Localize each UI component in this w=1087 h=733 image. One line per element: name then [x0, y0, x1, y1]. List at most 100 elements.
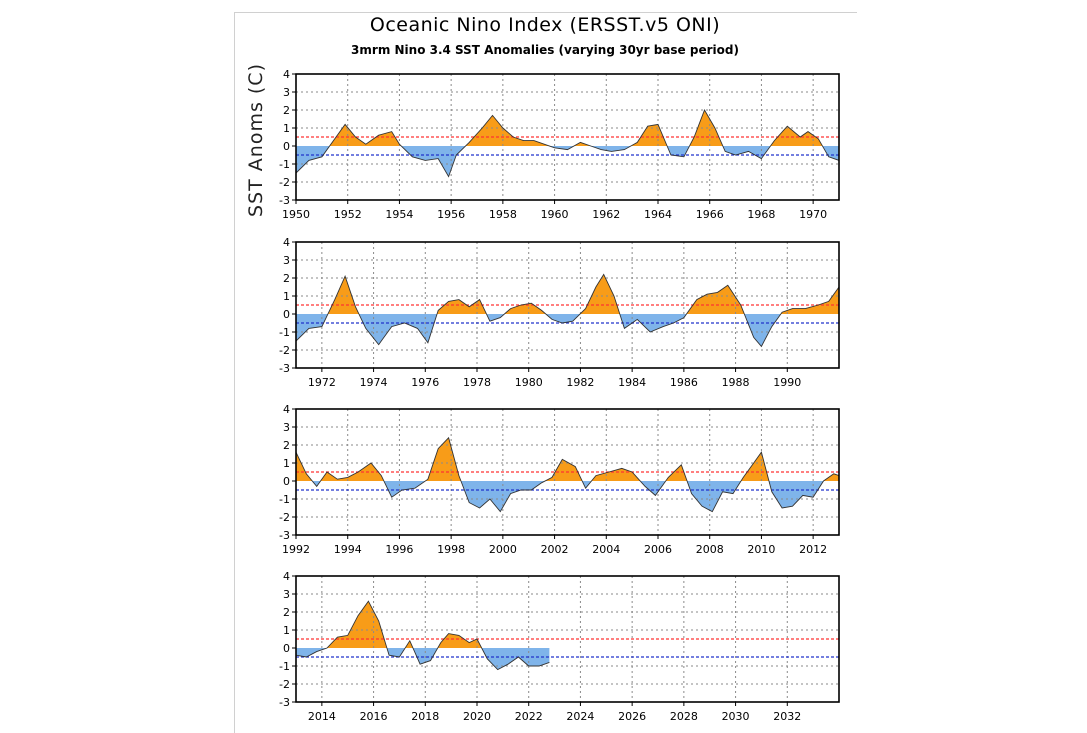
y-tick-label: -2: [279, 176, 290, 189]
y-tick-label: -3: [279, 362, 290, 375]
panel-2013-2034: 4 3 2 1 0 -1 -2 -3 2014 2016 2018 2020 2022 2024 2026 2…: [279, 570, 840, 723]
x-tick-label: 1998: [437, 543, 465, 556]
x-tick-label: 1960: [541, 208, 569, 221]
x-tick-label: 2016: [360, 710, 388, 723]
y-tick-label: 1: [283, 624, 290, 637]
y-tick-label: 2: [283, 606, 290, 619]
x-tick-label: 2020: [463, 710, 491, 723]
x-tick-label: 1976: [411, 376, 439, 389]
x-tick-label: 2022: [515, 710, 543, 723]
y-tick-label: 4: [283, 403, 290, 416]
x-tick-label: 1994: [334, 543, 362, 556]
y-tick-label: 1: [283, 457, 290, 470]
y-tick-label: -2: [279, 344, 290, 357]
warm-anomaly-area: [296, 601, 550, 648]
oni-series-line: [296, 436, 839, 513]
grid: [296, 576, 839, 702]
x-tick-label: 1990: [773, 376, 801, 389]
x-tick-label: 1968: [747, 208, 775, 221]
x-tick-label: 2012: [799, 543, 827, 556]
y-tick-label: 3: [283, 588, 290, 601]
y-tick-label: 0: [283, 308, 290, 321]
x-tick-label: 1954: [385, 208, 413, 221]
y-tick-label: 2: [283, 272, 290, 285]
y-tick-label: 4: [283, 236, 290, 249]
y-tick-label: -3: [279, 194, 290, 207]
x-tick-label: 2028: [670, 710, 698, 723]
x-tick-label: 2006: [644, 543, 672, 556]
x-tick-label: 1996: [385, 543, 413, 556]
oni-series-line: [296, 273, 839, 348]
cool-anomaly-area: [296, 648, 550, 670]
x-tick-label: 2008: [696, 543, 724, 556]
x-tick-label: 2000: [489, 543, 517, 556]
x-tick-label: 1986: [670, 376, 698, 389]
warm-anomaly-area: [296, 110, 839, 146]
cool-anomaly-area: [296, 314, 839, 347]
cool-anomaly-area: [296, 146, 839, 177]
grid: [296, 74, 839, 200]
x-tick-label: 1992: [282, 543, 310, 556]
y-tick-label: 1: [283, 290, 290, 303]
x-tick-label: 1988: [722, 376, 750, 389]
y-tick-label: 3: [283, 86, 290, 99]
chart-title: Oceanic Nino Index (ERSST.v5 ONI): [369, 14, 721, 36]
x-tick-label: 2018: [411, 710, 439, 723]
warm-anomaly-area: [296, 274, 839, 314]
y-axis-label: SST Anoms (C): [245, 63, 267, 217]
grid: [296, 242, 839, 368]
y-tick-label: -3: [279, 696, 290, 709]
oni-series-line: [296, 108, 839, 178]
x-tick-label: 1980: [515, 376, 543, 389]
x-tick-label: 1952: [334, 208, 362, 221]
y-tick-label: 2: [283, 439, 290, 452]
plot-frame: [295, 408, 840, 536]
x-tick-label: 1950: [282, 208, 310, 221]
x-tick-label: 2024: [566, 710, 594, 723]
y-tick-label: -3: [279, 529, 290, 542]
y-tick-label: 2: [283, 104, 290, 117]
x-tick-label: 1972: [308, 376, 336, 389]
grid: [296, 409, 839, 535]
y-tick-label: 1: [283, 122, 290, 135]
x-tick-label: 2032: [773, 710, 801, 723]
y-tick-label: -2: [279, 678, 290, 691]
panel-1971-1992: 4 3 2 1 0 -1 -2 -3 1972 1974 1976 1978 1980 1982 1984 1…: [279, 236, 840, 389]
y-tick-label: 3: [283, 421, 290, 434]
x-tick-label: 1978: [463, 376, 491, 389]
x-tick-label: 1956: [437, 208, 465, 221]
y-tick-label: -1: [279, 493, 290, 506]
x-tick-label: 2026: [618, 710, 646, 723]
x-tick-label: 1982: [566, 376, 594, 389]
plot-frame: [295, 575, 840, 703]
x-tick-label: 1962: [592, 208, 620, 221]
y-tick-label: 0: [283, 475, 290, 488]
plot-frame: [295, 73, 840, 201]
y-tick-label: -1: [279, 158, 290, 171]
x-tick-label: 1966: [696, 208, 724, 221]
x-tick-label: 2014: [308, 710, 336, 723]
y-tick-label: -1: [279, 326, 290, 339]
y-tick-label: -2: [279, 511, 290, 524]
x-tick-label: 1958: [489, 208, 517, 221]
y-tick-label: 3: [283, 254, 290, 267]
y-tick-label: 0: [283, 642, 290, 655]
oni-series-line: [296, 600, 550, 671]
x-tick-label: 2002: [541, 543, 569, 556]
x-tick-label: 2030: [722, 710, 750, 723]
plot-frame: [295, 241, 840, 369]
x-tick-label: 2010: [747, 543, 775, 556]
figure-frame: [234, 12, 857, 733]
x-tick-label: 1974: [360, 376, 388, 389]
cool-anomaly-area: [296, 481, 839, 512]
y-tick-label: 4: [283, 68, 290, 81]
y-tick-label: 0: [283, 140, 290, 153]
x-tick-label: 2004: [592, 543, 620, 556]
x-tick-label: 1984: [618, 376, 646, 389]
warm-anomaly-area: [296, 437, 839, 481]
chart-subtitle: 3mrm Nino 3.4 SST Anomalies (varying 30y…: [351, 43, 739, 57]
y-tick-label: -1: [279, 660, 290, 673]
x-tick-label: 1970: [799, 208, 827, 221]
